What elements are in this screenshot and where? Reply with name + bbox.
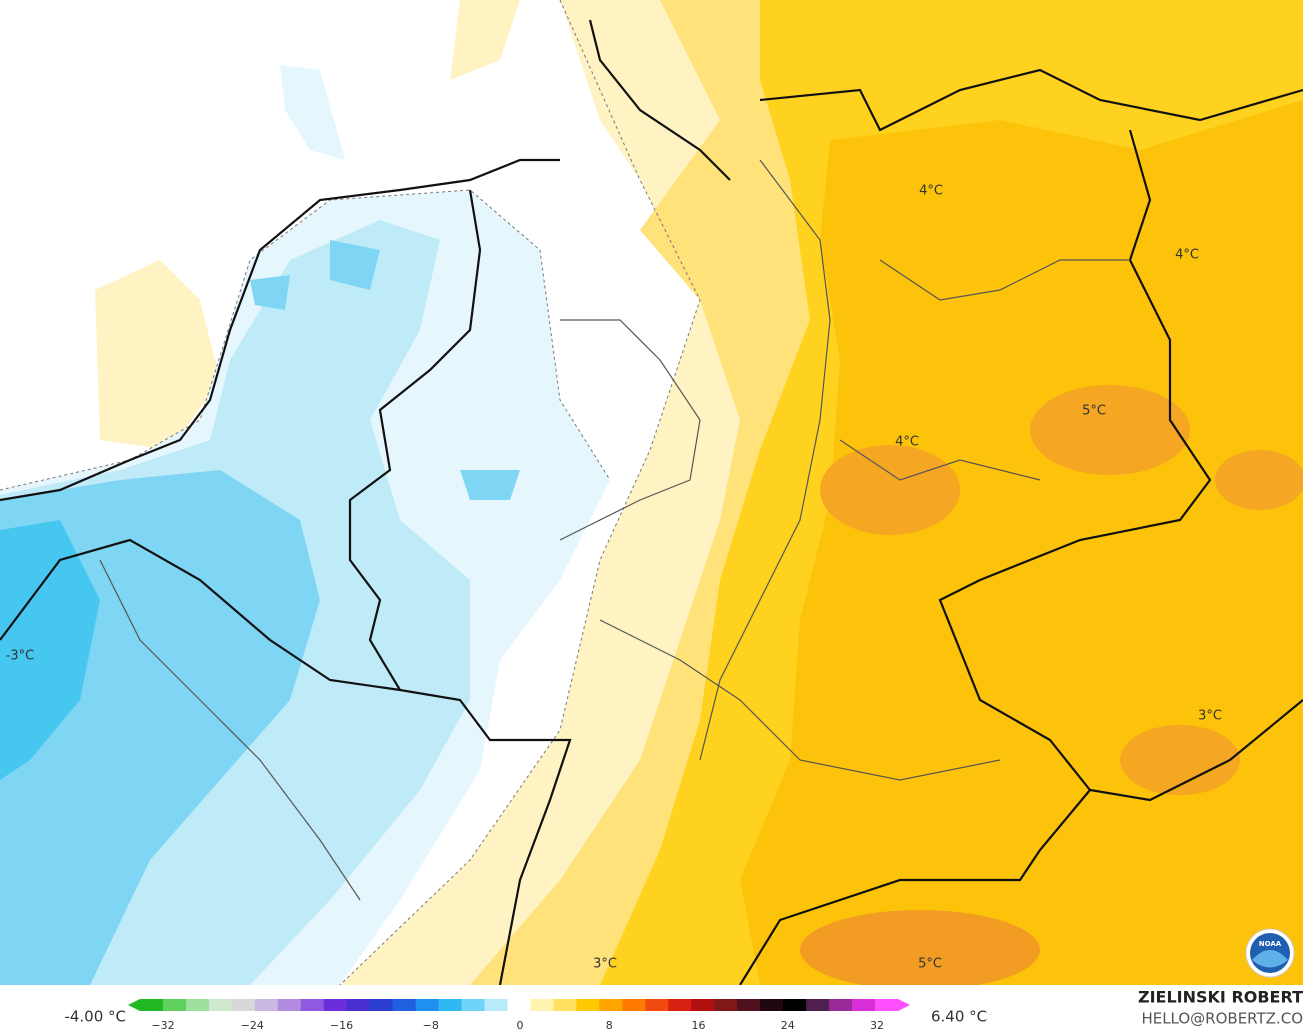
colorbar-cell (760, 999, 784, 1011)
contour-label: 4°C (919, 184, 943, 199)
cold-area (0, 520, 100, 780)
warm-patch (1215, 450, 1303, 510)
colorbar-cell (392, 999, 417, 1011)
colorbar-cell (484, 999, 509, 1011)
warm-area (740, 100, 1303, 985)
colorbar-tick-label: 24 (781, 1019, 795, 1032)
contour-label: 3°C (1198, 709, 1222, 724)
credit-name: ZIELINSKI ROBERT (1138, 988, 1303, 1007)
contour-label: 5°C (1082, 404, 1106, 419)
colorbar-end (128, 999, 140, 1011)
colorbar-cell (737, 999, 761, 1011)
colorbar-tick-label: −16 (330, 1019, 353, 1032)
colorbar-cell (300, 999, 325, 1011)
colorbar-cell (691, 999, 715, 1011)
colorbar-cell (852, 999, 876, 1011)
colorbar-cell (231, 999, 256, 1011)
colorbar-cell (783, 999, 807, 1011)
country-border (0, 129, 1303, 986)
colorbar-cell (208, 999, 233, 1011)
colorbar-tick-label: −32 (151, 1019, 174, 1032)
colorbar-cell (507, 999, 531, 1011)
contour-label: 4°C (895, 435, 919, 450)
colorbar-cell (323, 999, 348, 1011)
colorbar-cell (553, 999, 577, 1011)
warm-patch (1030, 385, 1190, 475)
warm-area (95, 260, 220, 450)
colorbar-end (898, 999, 910, 1011)
colorbar-cell (369, 999, 394, 1011)
colorbar-cell (461, 999, 486, 1011)
colorbar-cell (599, 999, 623, 1011)
colorbar-cell (346, 999, 371, 1011)
colorbar-cell (530, 999, 554, 1011)
max-label: 6.40 °C (931, 1008, 987, 1026)
colorbar-cell (829, 999, 853, 1011)
warm-patch (820, 445, 960, 535)
colorbar-cell (576, 999, 600, 1011)
contour-line (0, 189, 611, 491)
cold-area (280, 65, 345, 160)
colorbar-tick-label: 8 (606, 1019, 613, 1032)
colorbar-cell (668, 999, 692, 1011)
region-border (99, 159, 1130, 901)
colorbar-tick-label: −8 (423, 1019, 439, 1032)
min-label: -4.00 °C (64, 1008, 126, 1026)
colorbar-tick-label: −24 (241, 1019, 264, 1032)
cold-area (250, 240, 520, 500)
colorbar: −32 −24 −16 −8 0 8 16 24 32 (128, 999, 910, 1032)
colorbar-cell (254, 999, 279, 1011)
noaa-logo: NOAA (1245, 928, 1295, 978)
colorbar-tick-label: 0 (517, 1019, 524, 1032)
colorbar-cell (714, 999, 738, 1011)
warm-patch (1120, 725, 1240, 795)
colorbar-cell (162, 999, 187, 1011)
colorbar-cell (140, 999, 164, 1011)
colorbar-tick-label: 32 (870, 1019, 884, 1032)
credit-contact: HELLO@ROBERTZ.CO (1141, 1010, 1303, 1028)
colorbar-tick-label: 16 (692, 1019, 706, 1032)
warm-area (450, 0, 520, 80)
colorbar-cell (415, 999, 440, 1011)
colorbar-cell (622, 999, 646, 1011)
warm-patch (800, 910, 1040, 990)
colorbar-cell (875, 999, 899, 1011)
contour-label: 5°C (918, 957, 942, 972)
svg-text:NOAA: NOAA (1259, 940, 1282, 948)
colorbar-cell (806, 999, 830, 1011)
colorbar-cell (438, 999, 463, 1011)
coastline (0, 19, 1303, 502)
colorbar-cell (645, 999, 669, 1011)
contour-label: 3°C (593, 957, 617, 972)
colorbar-cell (277, 999, 302, 1011)
colorbar-cell (185, 999, 210, 1011)
contour-label: -3°C (6, 649, 35, 664)
contour-label: 4°C (1175, 248, 1199, 263)
